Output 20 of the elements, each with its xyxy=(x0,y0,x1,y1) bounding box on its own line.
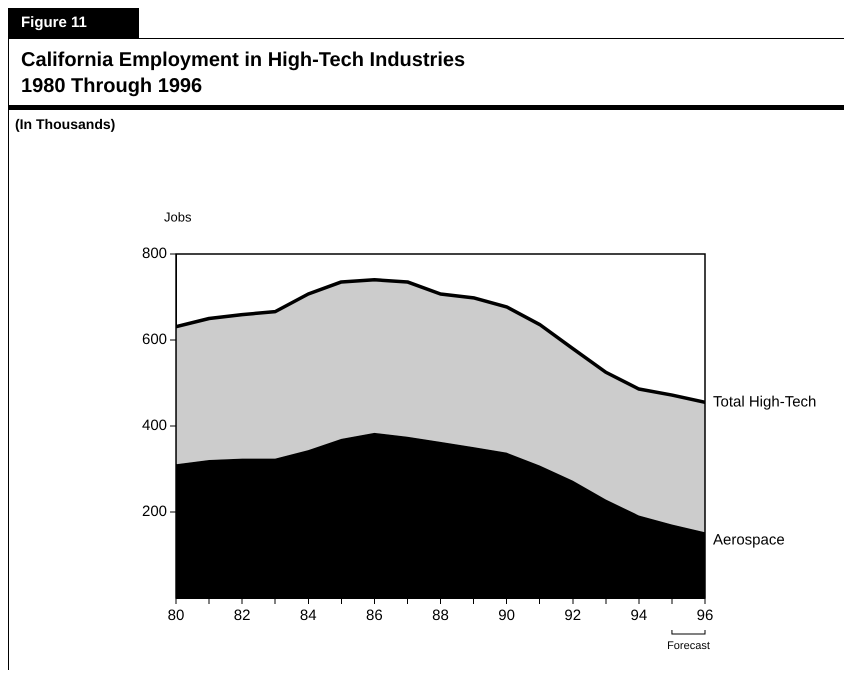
caption: Figure 11 xyxy=(9,8,139,38)
x-tick-label: 86 xyxy=(366,607,383,624)
x-tick-label: 88 xyxy=(432,607,449,624)
y-tick-label: 200 xyxy=(142,503,168,520)
x-tick-label: 90 xyxy=(498,607,515,624)
series-label: Total High-Tech xyxy=(713,393,816,410)
x-tick-label: 94 xyxy=(630,607,648,624)
x-tick-label: 96 xyxy=(696,607,714,624)
chart-subtitle: (In Thousands) xyxy=(14,115,116,134)
series-label: Aerospace xyxy=(713,531,785,548)
x-tick-label: 92 xyxy=(564,607,582,624)
x-tick-label: 82 xyxy=(234,607,250,624)
y-tick-label: 400 xyxy=(142,417,168,434)
chart-title: California Employment in High-Tech Industries 1980 Through 1996 xyxy=(20,48,466,99)
y-axis-title: Jobs xyxy=(164,210,192,225)
x-tick-label: 80 xyxy=(168,607,184,624)
text: Forecast xyxy=(667,640,710,652)
y-tick-label: 600 xyxy=(142,331,168,348)
y-tick-label: 800 xyxy=(142,245,168,262)
x-tick-label: 84 xyxy=(300,607,317,624)
